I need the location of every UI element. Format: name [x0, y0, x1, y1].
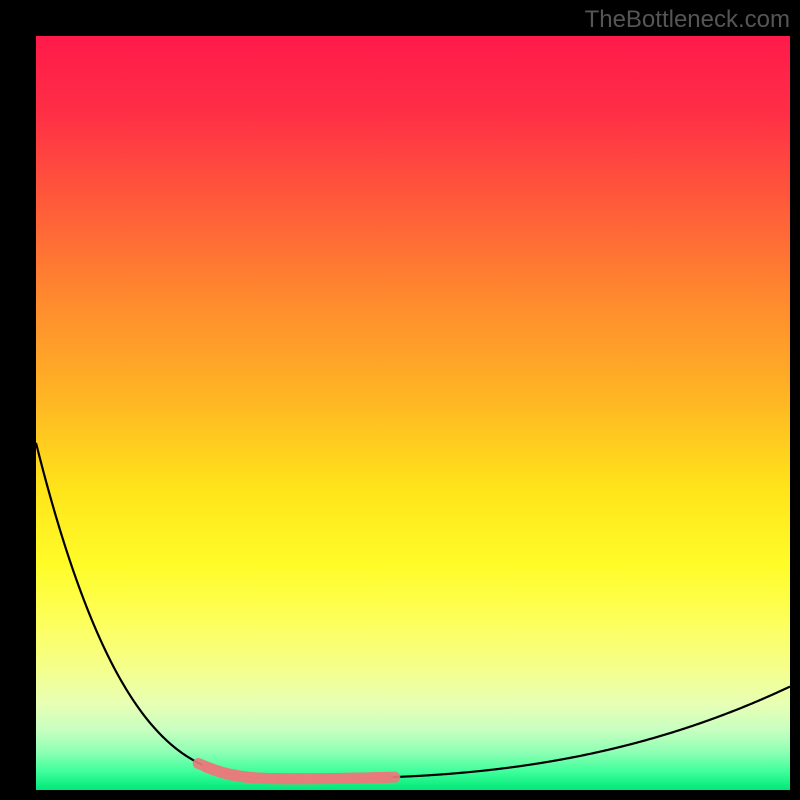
gradient-background — [36, 36, 790, 790]
data-marker — [371, 777, 395, 778]
frame-bottom — [0, 790, 800, 800]
frame-left — [0, 0, 36, 800]
bottleneck-chart — [0, 0, 800, 800]
watermark-text: TheBottleneck.com — [585, 6, 790, 34]
frame-right — [790, 0, 800, 800]
